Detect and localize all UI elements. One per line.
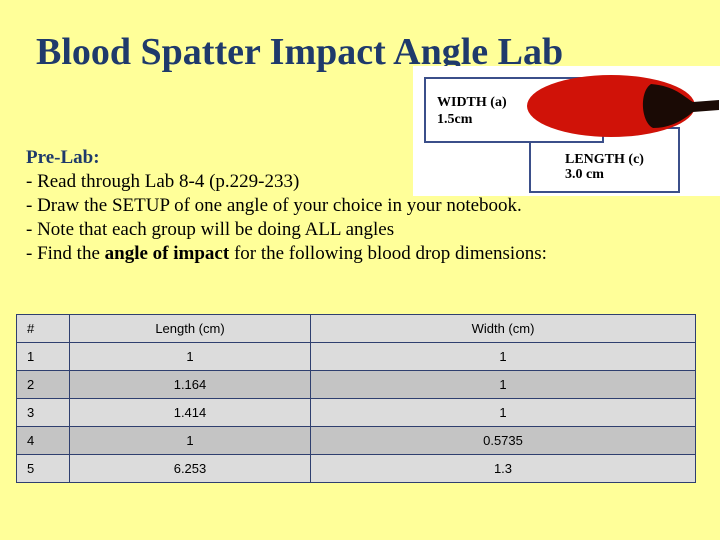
length-cell: 1 <box>69 426 311 455</box>
length-label-text: LENGTH (c) <box>565 152 644 167</box>
length-cell: 6.253 <box>69 454 311 483</box>
row-number-cell: 1 <box>16 342 70 371</box>
length-cell: 1.164 <box>69 370 311 399</box>
width-cell: 1 <box>310 342 696 371</box>
prelab-item: - Find the angle of impact for the follo… <box>26 242 716 266</box>
prelab-item-text: for the following blood drop dimensions: <box>229 243 547 264</box>
width-label: WIDTH (a) 1.5cm <box>437 94 507 128</box>
table-row: 4 1 0.5735 <box>16 426 696 455</box>
length-cell: 1 <box>69 342 311 371</box>
drop-dimensions-table: # Length (cm) Width (cm) 1 1 1 2 1.164 1… <box>16 314 696 483</box>
row-number-cell: 4 <box>16 426 70 455</box>
row-number-cell: 3 <box>16 398 70 427</box>
prelab-item: - Draw the SETUP of one angle of your ch… <box>26 195 522 216</box>
table-header-row: # Length (cm) Width (cm) <box>16 314 696 343</box>
table-row: 1 1 1 <box>16 342 696 371</box>
width-value-text: 1.5cm <box>437 112 473 127</box>
length-label: LENGTH (c) 3.0 cm <box>565 152 644 182</box>
column-header-length: Length (cm) <box>69 314 311 343</box>
width-cell: 1 <box>310 398 696 427</box>
length-value-text: 3.0 cm <box>565 167 604 182</box>
prelab-item-text: - Find the <box>26 243 105 264</box>
prelab-item-emphasis: angle of impact <box>104 243 230 264</box>
width-label-text: WIDTH (a) <box>437 95 507 110</box>
blood-drop-diagram <box>424 75 719 193</box>
length-cell: 1.414 <box>69 398 311 427</box>
table-row: 2 1.164 1 <box>16 370 696 399</box>
width-cell: 1.3 <box>310 454 696 483</box>
prelab-item: - Note that each group will be doing ALL… <box>26 219 395 240</box>
row-number-cell: 5 <box>16 454 70 483</box>
column-header-width: Width (cm) <box>310 314 696 343</box>
blood-drop-figure: WIDTH (a) 1.5cm LENGTH (c) 3.0 cm <box>413 66 720 196</box>
row-number-cell: 2 <box>16 370 70 399</box>
prelab-item: - Read through Lab 8-4 (p.229-233) <box>26 171 300 192</box>
width-cell: 0.5735 <box>310 426 696 455</box>
table-row: 3 1.414 1 <box>16 398 696 427</box>
column-header-number: # <box>16 314 70 343</box>
prelab-section: Pre-Lab: - Read through Lab 8-4 (p.229-2… <box>26 146 716 266</box>
blood-drop-tail <box>642 84 719 128</box>
width-cell: 1 <box>310 370 696 399</box>
table-row: 5 6.253 1.3 <box>16 454 696 483</box>
prelab-heading: Pre-Lab: <box>26 147 100 168</box>
